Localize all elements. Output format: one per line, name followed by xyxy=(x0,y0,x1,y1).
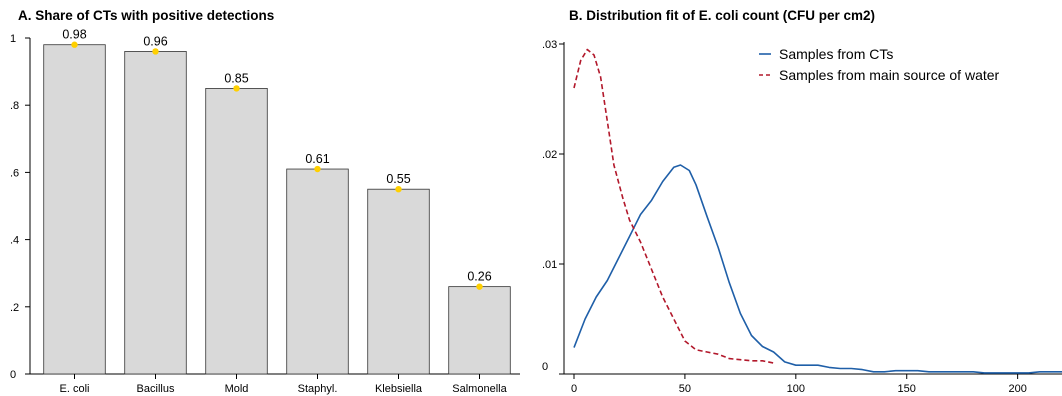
bar xyxy=(367,188,430,375)
y-tick-label: 1 xyxy=(10,33,16,45)
x-tick-label: Staphyl. xyxy=(298,383,338,395)
x-tick-label: Bacillus xyxy=(137,383,175,395)
bar-value-label: 0.98 xyxy=(62,28,86,42)
bar xyxy=(124,51,187,375)
y-tick-label: 0 xyxy=(542,361,548,373)
series-line-1 xyxy=(573,164,1062,374)
y-tick-label: .2 xyxy=(10,302,19,314)
x-tick-label: 200 xyxy=(1008,383,1026,395)
x-tick-label: Salmonella xyxy=(452,383,507,395)
bar-marker xyxy=(395,186,402,193)
y-tick-label: 0 xyxy=(10,369,16,381)
bar-marker xyxy=(233,85,240,92)
bar-value-label: 0.55 xyxy=(386,172,410,186)
y-tick-label: .01 xyxy=(542,259,557,271)
chart-panel-b: B. Distribution fit of E. coli count (CF… xyxy=(531,0,1062,396)
chart-a-plot: 0 .2 .4 .6 .8 1 0.98 E. coli 0.96 Bacillus 0.85 Mol… xyxy=(10,28,520,395)
legend-label: Samples from main source of water xyxy=(779,67,1000,83)
bar-marker xyxy=(476,283,483,290)
bar-value-label: 0.61 xyxy=(305,152,329,166)
x-tick-label: 150 xyxy=(898,383,916,395)
x-tick-label: Mold xyxy=(225,383,249,395)
y-tick-label: .6 xyxy=(10,167,19,179)
chart-b-plot: 0 .01 .02 .03 0 50 100 150 200 Samples from CTs Sa… xyxy=(542,39,1062,395)
chart-panel-a: A. Share of CTs with positive detections… xyxy=(10,8,520,395)
bar-value-label: 0.26 xyxy=(467,270,491,284)
x-tick-label: 50 xyxy=(679,383,691,395)
bar-marker xyxy=(71,41,78,48)
y-tick-label: .4 xyxy=(10,235,19,247)
y-tick-label: .8 xyxy=(10,100,19,112)
bar xyxy=(286,168,349,375)
x-tick-label: E. coli xyxy=(60,383,90,395)
x-tick-label: 100 xyxy=(787,383,805,395)
bar-marker xyxy=(152,48,159,55)
chart-a-title: A. Share of CTs with positive detections xyxy=(18,8,275,23)
y-tick-label: .02 xyxy=(542,149,557,161)
legend-label: Samples from CTs xyxy=(779,46,893,62)
series-line-2 xyxy=(573,48,774,364)
bar xyxy=(448,286,511,375)
bar-value-label: 0.96 xyxy=(143,34,167,48)
x-tick-label: Klebsiella xyxy=(375,383,423,395)
x-tick-label: 0 xyxy=(571,383,577,395)
bar-value-label: 0.85 xyxy=(224,71,248,85)
bar xyxy=(205,88,268,375)
chart-b-title: B. Distribution fit of E. coli count (CF… xyxy=(569,8,875,23)
bar-marker xyxy=(314,165,321,173)
bar xyxy=(43,44,106,375)
y-tick-label: .03 xyxy=(542,39,557,51)
